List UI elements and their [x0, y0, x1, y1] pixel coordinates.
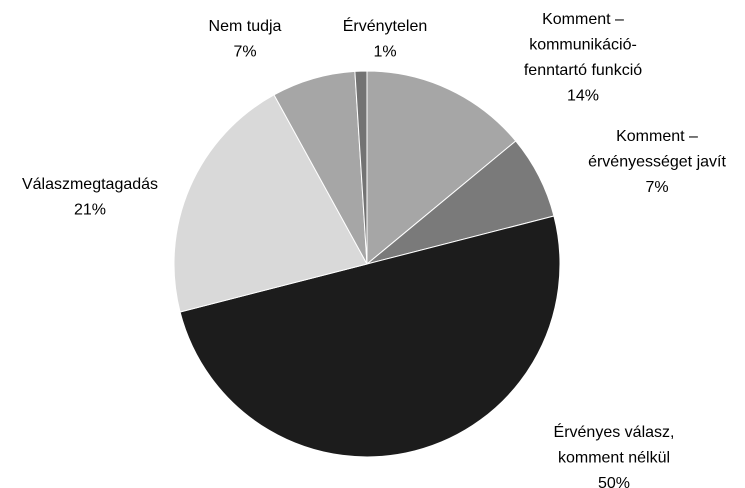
slice-label: Komment – érvényességet javít [588, 128, 726, 171]
value-label: 21% [74, 202, 106, 219]
slice-label: Nem tudja [209, 18, 282, 35]
slice-label: Válaszmegtagadás [22, 176, 158, 193]
pie-slice [179, 215, 561, 458]
slice-label: Komment – kommunikáció-fenntartó funkció [524, 11, 642, 79]
slice-label: Érvénytelen [343, 16, 428, 35]
label-line: komment nélkül [558, 450, 670, 467]
label-line: Válaszmegtagadás [22, 176, 158, 193]
pie-slice [366, 70, 517, 266]
label-line: Érvényes válasz, [554, 422, 675, 441]
value-label: 7% [233, 44, 256, 61]
label-line: Nem tudja [209, 18, 282, 35]
value-label: 1% [373, 44, 396, 61]
label-line: Érvénytelen [343, 16, 428, 35]
label-line: Komment – [616, 128, 698, 145]
pie-slice [173, 94, 368, 313]
value-label: 7% [645, 179, 668, 196]
label-line: kommunikáció- [529, 37, 637, 54]
pie-slice [354, 70, 368, 265]
label-line: Komment – [542, 11, 624, 28]
value-label: 50% [598, 475, 630, 488]
label-line: érvényességet javít [588, 154, 726, 171]
value-label: 14% [567, 88, 599, 105]
slice-label: Érvényes válasz, komment nélkül [554, 422, 675, 467]
label-line: fenntartó funkció [524, 62, 642, 79]
